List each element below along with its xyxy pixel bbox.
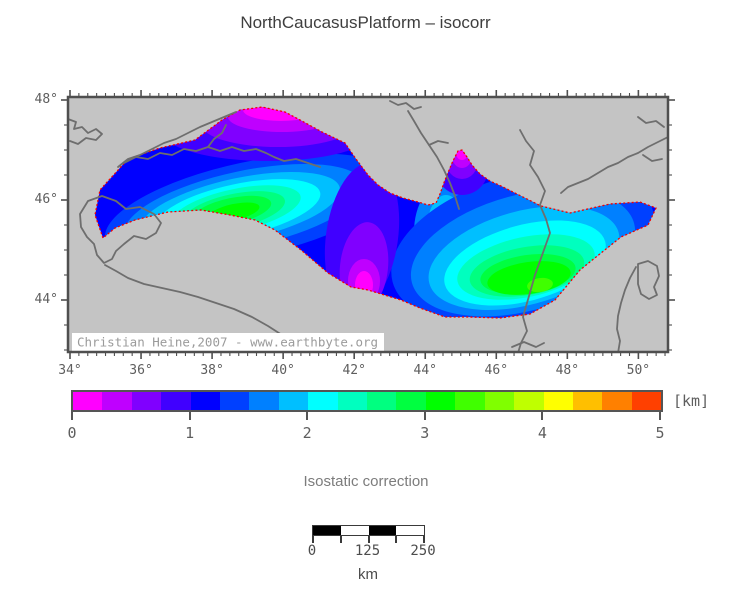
- scale-bar-label: 125: [354, 543, 381, 559]
- x-axis-tick-label: 38°: [200, 363, 224, 378]
- scale-bar-label: 250: [410, 543, 436, 559]
- colorbar-tick-label: 3: [420, 424, 430, 442]
- scale-bar: [312, 525, 425, 536]
- colorbar-segment: [249, 392, 279, 410]
- colorbar-segment: [543, 392, 573, 410]
- figure-title: NorthCaucasusPlatform – isocorr: [240, 13, 491, 32]
- colorbar-segment: [631, 392, 662, 410]
- x-axis-tick-label: 48°: [555, 363, 580, 378]
- y-axis-tick-label: 44°: [34, 292, 58, 307]
- scale-bar-label: 0: [307, 543, 317, 559]
- colorbar-segment: [602, 392, 632, 410]
- x-axis-tick-label: 36°: [129, 363, 153, 378]
- map-frame-ticks: [61, 90, 675, 359]
- scale-bar-segment: [313, 526, 341, 535]
- colorbar-tickmark: [306, 412, 309, 420]
- map-canvas: Christian Heine,2007 - www.earthbyte.org: [61, 90, 675, 359]
- x-axis-tick-label: 40°: [271, 363, 295, 378]
- colorbar-tick-label: 2: [302, 424, 312, 442]
- scale-bar-tickmark: [367, 536, 370, 543]
- y-axis-tick-label: 48°: [34, 92, 58, 107]
- colorbar-segment: [367, 392, 397, 410]
- x-axis-tick-label: 44°: [413, 363, 437, 378]
- colorbar-segment: [308, 392, 338, 410]
- scale-bar-tickmark: [312, 536, 314, 543]
- scale-bar-tickmark: [339, 536, 342, 543]
- colorbar-segment: [102, 392, 132, 410]
- scale-bar-unit: km: [358, 566, 378, 583]
- colorbar-unit: [km]: [673, 392, 710, 410]
- colorbar-tick-label: 4: [537, 424, 547, 442]
- colorbar-segment: [278, 392, 309, 410]
- colorbar-tick-label: 5: [655, 424, 665, 442]
- colorbar-tickmark: [659, 412, 661, 420]
- platform-outline: [94, 106, 657, 319]
- colorbar-segment: [337, 392, 368, 410]
- colorbar-segment: [190, 392, 221, 410]
- colorbar-segment: [161, 392, 191, 410]
- attribution-text: Christian Heine,2007 - www.earthbyte.org: [77, 335, 378, 350]
- attribution-box: Christian Heine,2007 - www.earthbyte.org: [72, 333, 384, 351]
- colorbar: [71, 390, 663, 412]
- x-axis-tick-label: 42°: [342, 363, 366, 378]
- colorbar-segment: [425, 392, 456, 410]
- map-interior: Christian Heine,2007 - www.earthbyte.org: [68, 97, 668, 352]
- colorbar-tickmark: [541, 412, 544, 420]
- x-axis-tick-label: 34°: [58, 363, 82, 378]
- colorbar-tickmark: [188, 412, 191, 420]
- colorbar-tickmark: [71, 412, 73, 420]
- colorbar-tickmark: [423, 412, 426, 420]
- colorbar-segment: [131, 392, 162, 410]
- colorbar-label: Isostatic correction: [303, 473, 429, 490]
- colorbar-tick-label: 1: [185, 424, 195, 442]
- colorbar-segment: [396, 392, 426, 410]
- x-axis-tick-label: 50°: [626, 363, 651, 378]
- colorbar-segment: [572, 392, 603, 410]
- colorbar-tick-label: 0: [67, 424, 77, 442]
- scale-bar-segment: [396, 526, 424, 535]
- colorbar-segment: [220, 392, 250, 410]
- colorbar-segment: [73, 392, 103, 410]
- y-axis-tick-label: 46°: [34, 192, 58, 207]
- x-axis-tick-label: 46°: [484, 363, 509, 378]
- scale-bar-tickmark: [423, 536, 425, 543]
- colorbar-segment: [455, 392, 485, 410]
- scale-bar-segment: [368, 526, 397, 535]
- scale-bar-segment: [340, 526, 369, 535]
- scale-bar-tickmark: [395, 536, 398, 543]
- colorbar-segment: [484, 392, 515, 410]
- colorbar-segment: [514, 392, 544, 410]
